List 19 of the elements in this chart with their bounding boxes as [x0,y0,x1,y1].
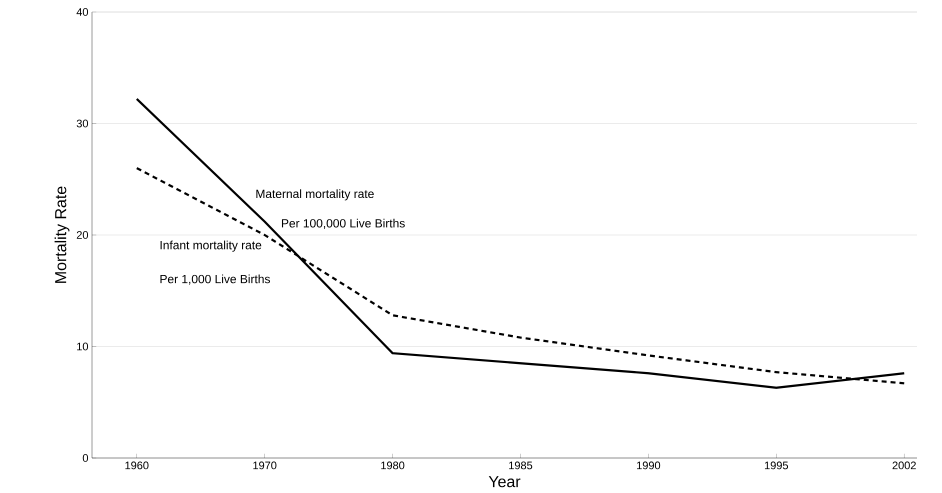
series-label: Infant mortality rate [160,240,262,252]
series-label: Maternal mortality rate [256,189,374,200]
x-tick-label: 1985 [509,462,532,470]
x-tick-label: 1980 [381,462,404,470]
y-tick-label: 30 [76,120,88,128]
x-tick-label: 1995 [764,462,788,470]
x-tick-label: 1970 [253,462,276,470]
annotation: Per 1,000 Live Births [160,274,270,285]
x-tick-label: 2002 [892,462,916,470]
y-axis-title: Mortality Rate [54,186,70,283]
x-tick-label: 1960 [125,462,149,470]
y-tick-label: 0 [82,454,88,462]
annotation: Per 100,000 Live Births [282,218,405,229]
y-tick-label: 40 [76,8,88,16]
y-tick-label: 10 [77,342,88,350]
x-tick-label: 1990 [637,462,660,470]
x-axis-title: Year [488,476,520,488]
line-series [136,98,906,389]
y-tick-label: 20 [76,231,88,239]
